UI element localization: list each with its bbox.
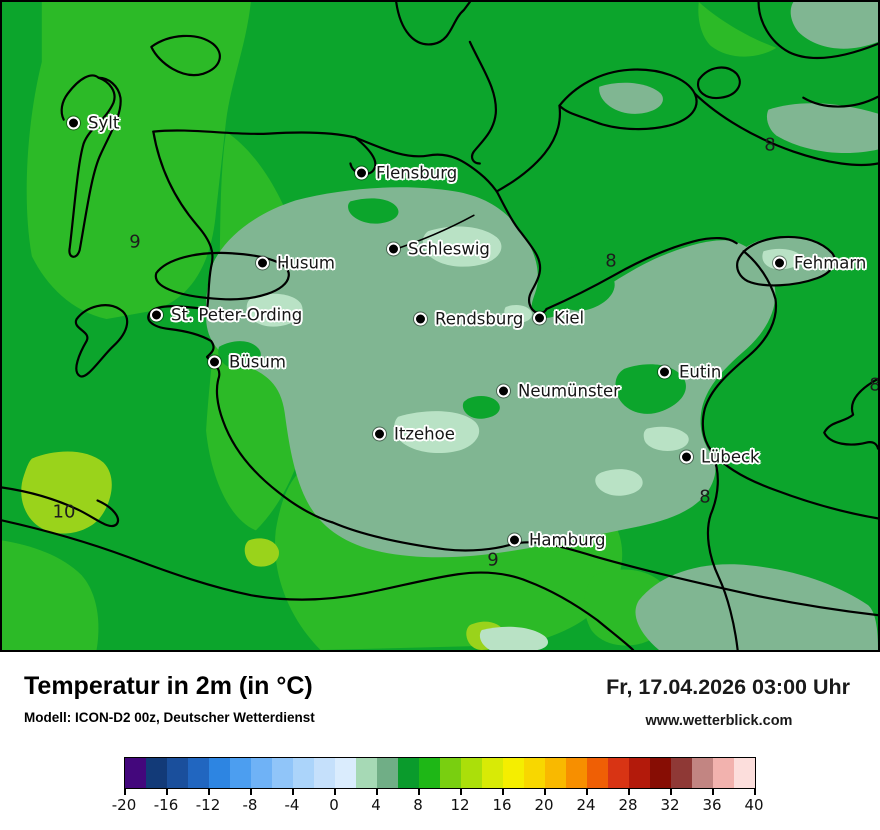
map-title: Temperatur in 2m (in °C) (24, 672, 313, 700)
colorbar-tick (292, 789, 294, 795)
colorbar-segment (545, 758, 566, 788)
colorbar-segment (440, 758, 461, 788)
colorbar-segment (734, 758, 755, 788)
colorbar-tick-label: 24 (576, 796, 596, 814)
temperature-colorbar (124, 757, 756, 789)
colorbar-tick-label: 28 (618, 796, 638, 814)
temperature-value-label: 9 (129, 231, 141, 253)
colorbar-segment (251, 758, 272, 788)
colorbar-segment (230, 758, 251, 788)
colorbar-tick-label: -12 (195, 796, 221, 814)
map-sage-regions (205, 2, 878, 650)
colorbar-tick (124, 789, 126, 795)
colorbar-tick-label: 4 (371, 796, 381, 814)
colorbar-segment (167, 758, 188, 788)
colorbar-tick-label: 20 (534, 796, 554, 814)
colorbar-tick (460, 789, 462, 795)
colorbar-tick (208, 789, 210, 795)
colorbar-segment (314, 758, 335, 788)
website-url: www.wetterblick.com (645, 713, 793, 729)
colorbar-segment (482, 758, 503, 788)
temperature-value-label: 8 (605, 250, 617, 272)
temperature-value-label: 8 (699, 486, 711, 508)
colorbar-segment (398, 758, 419, 788)
colorbar-segment (272, 758, 293, 788)
weather-map: Sylt Flensburg Husum Schleswig St. Peter-Ord… (0, 0, 880, 652)
colorbar-tick-label: 0 (329, 796, 339, 814)
colorbar-segment (608, 758, 629, 788)
colorbar-segment (188, 758, 209, 788)
colorbar-segment (419, 758, 440, 788)
colorbar-segment (377, 758, 398, 788)
map-mint-patches (246, 226, 802, 650)
colorbar-tick (670, 789, 672, 795)
colorbar-tick (586, 789, 588, 795)
colorbar-segment (146, 758, 167, 788)
colorbar-tick (376, 789, 378, 795)
colorbar-tick (166, 789, 168, 795)
colorbar-segment (629, 758, 650, 788)
footer: Temperatur in 2m (in °C) Modell: ICON-D2… (0, 652, 880, 830)
colorbar-segment (335, 758, 356, 788)
colorbar-segment (587, 758, 608, 788)
colorbar-segment (461, 758, 482, 788)
temperature-value-label: 8 (764, 134, 776, 156)
forecast-datetime: Fr, 17.04.2026 03:00 Uhr (606, 675, 850, 699)
colorbar-segment (692, 758, 713, 788)
colorbar-tick-label: -16 (153, 796, 179, 814)
colorbar-tick-label: 16 (492, 796, 512, 814)
colorbar-tick (502, 789, 504, 795)
colorbar-segment (650, 758, 671, 788)
temperature-value-label: 9 (487, 549, 499, 571)
colorbar-segment (713, 758, 734, 788)
colorbar-tick-label: -4 (284, 796, 300, 814)
colorbar-segment (566, 758, 587, 788)
colorbar-tick (628, 789, 630, 795)
colorbar-tick-label: -8 (242, 796, 258, 814)
colorbar-segment (503, 758, 524, 788)
colorbar-tick (544, 789, 546, 795)
temperature-value-label: 10 (52, 501, 76, 523)
colorbar-tick (250, 789, 252, 795)
colorbar-tick (334, 789, 336, 795)
colorbar-tick-label: 8 (413, 796, 423, 814)
map-coastlines (2, 2, 878, 650)
colorbar-tick-label: 36 (702, 796, 722, 814)
colorbar-tick-label: -20 (111, 796, 137, 814)
model-info: Modell: ICON-D2 00z, Deutscher Wetterdie… (24, 710, 315, 725)
colorbar-segment (356, 758, 377, 788)
colorbar-tick-label: 40 (744, 796, 764, 814)
map-canvas (2, 2, 878, 650)
colorbar-segment (209, 758, 230, 788)
colorbar-segment (524, 758, 545, 788)
colorbar-segment (125, 758, 146, 788)
colorbar-tick (418, 789, 420, 795)
colorbar-segment (293, 758, 314, 788)
temperature-value-label: 8 (869, 374, 880, 396)
colorbar-tick-label: 32 (660, 796, 680, 814)
colorbar-segment (671, 758, 692, 788)
colorbar-tick (712, 789, 714, 795)
colorbar-tick (754, 789, 756, 795)
colorbar-tick-label: 12 (450, 796, 470, 814)
